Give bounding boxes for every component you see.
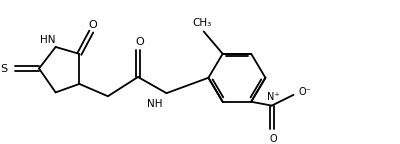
Text: O: O — [136, 37, 144, 47]
Text: N⁺: N⁺ — [268, 92, 280, 102]
Text: O: O — [89, 20, 98, 30]
Text: O⁻: O⁻ — [298, 87, 311, 97]
Text: CH₃: CH₃ — [192, 18, 211, 28]
Text: O: O — [270, 134, 278, 144]
Text: HN: HN — [40, 35, 56, 45]
Text: NH: NH — [147, 99, 162, 109]
Text: S: S — [0, 64, 7, 74]
